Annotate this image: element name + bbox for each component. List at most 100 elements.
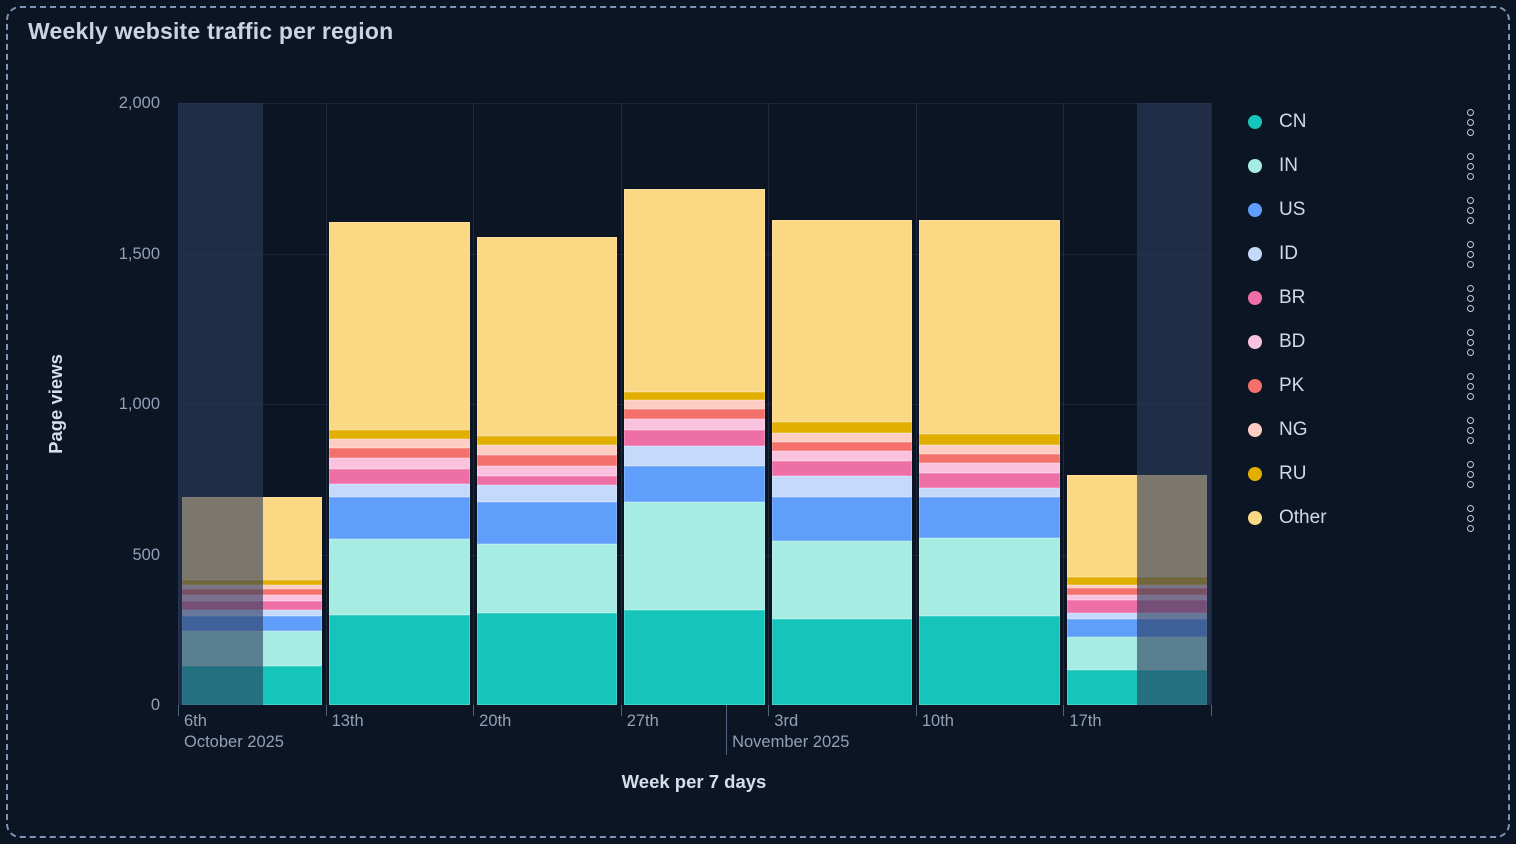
bar-segment-IN-17th[interactable] xyxy=(1066,637,1208,671)
bar-segment-Other-13th[interactable] xyxy=(329,221,470,430)
kebab-dot-icon xyxy=(1467,524,1474,532)
legend-item-ID[interactable]: ID xyxy=(1240,232,1480,276)
bar-segment-ID-3rd[interactable] xyxy=(771,476,913,498)
bar-segment-US-6th[interactable] xyxy=(181,616,323,632)
bar-segment-US-20th[interactable] xyxy=(476,501,618,544)
bar-segment-Other-27th[interactable] xyxy=(624,188,765,392)
bar-segment-US-27th[interactable] xyxy=(624,465,765,502)
legend-item-PK[interactable]: PK xyxy=(1240,364,1480,408)
bar-segment-RU-27th[interactable] xyxy=(624,391,765,400)
legend-options-button[interactable] xyxy=(1461,105,1480,140)
legend-options-button[interactable] xyxy=(1461,325,1480,360)
legend-options-button[interactable] xyxy=(1461,457,1480,492)
kebab-dot-icon xyxy=(1467,372,1474,380)
legend-options-button[interactable] xyxy=(1461,149,1480,184)
month-label: October 2025 xyxy=(184,733,284,751)
bar-segment-NG-3rd[interactable] xyxy=(771,432,913,442)
bar-segment-BD-27th[interactable] xyxy=(624,419,765,430)
bar-segment-PK-27th[interactable] xyxy=(624,408,765,420)
bar-segment-Other-20th[interactable] xyxy=(476,236,618,436)
bar-segment-IN-3rd[interactable] xyxy=(771,540,913,620)
bar-segment-PK-3rd[interactable] xyxy=(771,441,913,451)
bar-segment-NG-6th[interactable] xyxy=(181,584,323,590)
bar-segment-US-10th[interactable] xyxy=(919,497,1060,538)
legend-item-IN[interactable]: IN xyxy=(1240,144,1480,188)
bar-segment-ID-20th[interactable] xyxy=(476,485,618,502)
bar-segment-BD-10th[interactable] xyxy=(919,462,1060,474)
bar-segment-BD-3rd[interactable] xyxy=(771,450,913,462)
bar-segment-Other-17th[interactable] xyxy=(1066,474,1208,578)
legend-item-NG[interactable]: NG xyxy=(1240,408,1480,452)
bar-segment-CN-6th[interactable] xyxy=(181,665,323,705)
bar-segment-RU-17th[interactable] xyxy=(1066,577,1208,585)
bar-segment-ID-27th[interactable] xyxy=(624,446,765,466)
bar-segment-ID-6th[interactable] xyxy=(181,610,323,617)
bar-segment-BD-17th[interactable] xyxy=(1066,595,1208,600)
bar-segment-Other-3rd[interactable] xyxy=(771,220,913,423)
bar-segment-BR-6th[interactable] xyxy=(181,601,323,611)
bar-segment-PK-6th[interactable] xyxy=(181,589,323,596)
bar-segment-US-13th[interactable] xyxy=(329,497,470,540)
bar-segment-Other-10th[interactable] xyxy=(919,220,1060,435)
bar-segment-RU-13th[interactable] xyxy=(329,429,470,439)
kebab-dot-icon xyxy=(1467,118,1474,126)
bar-segment-PK-13th[interactable] xyxy=(329,447,470,459)
bar-segment-CN-27th[interactable] xyxy=(624,610,765,705)
bar-segment-NG-10th[interactable] xyxy=(919,444,1060,454)
bar-segment-NG-17th[interactable] xyxy=(1066,584,1208,588)
bar-segment-PK-10th[interactable] xyxy=(919,453,1060,463)
bar-segment-IN-20th[interactable] xyxy=(476,543,618,614)
grid-line-vertical xyxy=(1063,103,1065,705)
bar-segment-US-3rd[interactable] xyxy=(771,497,913,541)
bar-segment-IN-27th[interactable] xyxy=(624,501,765,611)
bar-segment-CN-10th[interactable] xyxy=(919,616,1060,705)
bar-segment-IN-6th[interactable] xyxy=(181,631,323,666)
legend-options-button[interactable] xyxy=(1461,237,1480,272)
legend-item-label: Other xyxy=(1279,507,1327,528)
legend-item-label: US xyxy=(1279,199,1306,220)
bar-segment-IN-13th[interactable] xyxy=(329,539,470,615)
legend-item-US[interactable]: US xyxy=(1240,188,1480,232)
bar-segment-IN-10th[interactable] xyxy=(919,537,1060,617)
bar-segment-NG-20th[interactable] xyxy=(476,444,618,456)
bar-segment-BD-20th[interactable] xyxy=(476,465,618,477)
bar-segment-Other-6th[interactable] xyxy=(181,497,323,581)
legend-item-label: NG xyxy=(1279,419,1308,440)
bar-segment-RU-6th[interactable] xyxy=(181,580,323,585)
legend-item-RU[interactable]: RU xyxy=(1240,452,1480,496)
legend-options-button[interactable] xyxy=(1461,413,1480,448)
bar-segment-BR-10th[interactable] xyxy=(919,473,1060,489)
bar-segment-CN-20th[interactable] xyxy=(476,613,618,705)
bar-segment-PK-17th[interactable] xyxy=(1066,587,1208,596)
bar-segment-BR-13th[interactable] xyxy=(329,468,470,484)
bar-segment-US-17th[interactable] xyxy=(1066,619,1208,638)
bar-segment-BD-13th[interactable] xyxy=(329,458,470,469)
bar-segment-BD-6th[interactable] xyxy=(181,595,323,602)
bar-segment-CN-17th[interactable] xyxy=(1066,670,1208,705)
bar-segment-BR-17th[interactable] xyxy=(1066,599,1208,614)
legend-item-BR[interactable]: BR xyxy=(1240,276,1480,320)
bar-segment-PK-20th[interactable] xyxy=(476,455,618,466)
legend-options-button[interactable] xyxy=(1461,193,1480,228)
kebab-dot-icon xyxy=(1467,294,1474,302)
legend-item-BD[interactable]: BD xyxy=(1240,320,1480,364)
bar-segment-RU-20th[interactable] xyxy=(476,435,618,445)
bar-segment-BR-20th[interactable] xyxy=(476,476,618,486)
bar-segment-CN-13th[interactable] xyxy=(329,614,470,705)
bar-segment-RU-10th[interactable] xyxy=(919,434,1060,445)
bar-segment-ID-13th[interactable] xyxy=(329,483,470,498)
bar-segment-ID-17th[interactable] xyxy=(1066,613,1208,620)
bar-segment-ID-10th[interactable] xyxy=(919,488,1060,498)
bar-segment-CN-3rd[interactable] xyxy=(771,619,913,705)
bar-segment-BR-3rd[interactable] xyxy=(771,461,913,477)
legend-options-button[interactable] xyxy=(1461,281,1480,316)
legend-options-button[interactable] xyxy=(1461,501,1480,536)
legend-item-CN[interactable]: CN xyxy=(1240,100,1480,144)
x-axis-tick xyxy=(1063,705,1065,716)
bar-segment-RU-3rd[interactable] xyxy=(771,422,913,433)
bar-segment-BR-27th[interactable] xyxy=(624,429,765,447)
legend-item-Other[interactable]: Other xyxy=(1240,496,1480,540)
legend-options-button[interactable] xyxy=(1461,369,1480,404)
bar-segment-NG-27th[interactable] xyxy=(624,399,765,409)
bar-segment-NG-13th[interactable] xyxy=(329,438,470,448)
